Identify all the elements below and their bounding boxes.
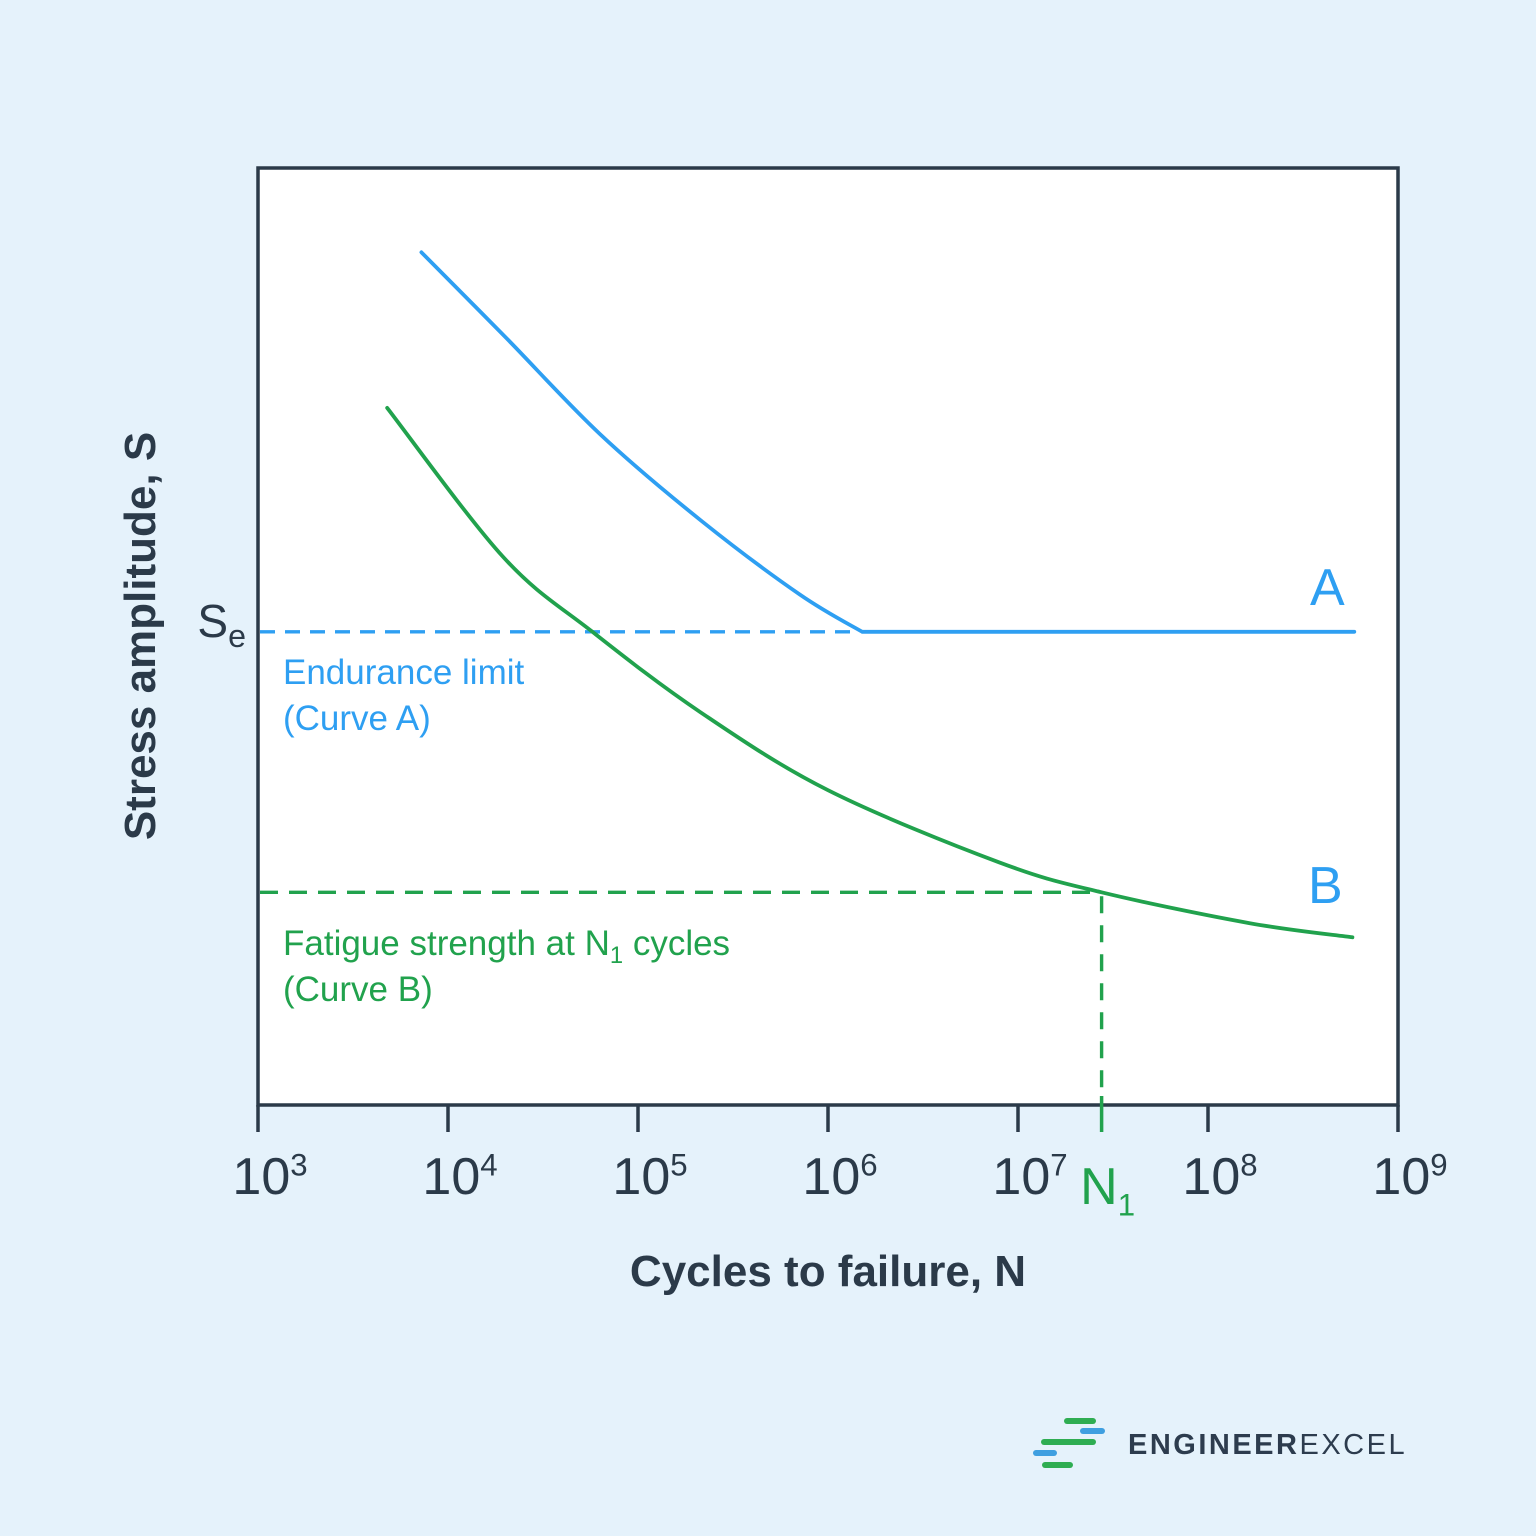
logo-bar-blue-2	[1033, 1450, 1057, 1456]
curve-a-label: A	[1310, 559, 1345, 617]
y-axis-title: Stress amplitude, S	[116, 431, 165, 841]
x-tick-label: 104	[422, 1147, 498, 1206]
n1-subscript: 1	[1117, 1187, 1136, 1223]
x-tick-label: 109	[1372, 1147, 1448, 1206]
logo-text-bold: ENGINEER	[1128, 1429, 1300, 1461]
se-base: S	[197, 595, 229, 647]
fatigue-strength-annotation: Fatigue strength at N1 cycles (Curve B)	[283, 921, 730, 1013]
logo-bar-blue-1	[1080, 1428, 1105, 1434]
fatigue-annotation-pre: Fatigue strength at N	[283, 924, 610, 963]
logo-bar-green-3	[1042, 1462, 1073, 1468]
plot-border	[256, 166, 1400, 1107]
x-tick-label: 103	[232, 1147, 308, 1206]
curve-b	[385, 406, 1355, 940]
x-tick-label: 105	[612, 1147, 688, 1206]
n1-tick-label: N1	[1080, 1158, 1135, 1220]
x-tick-label: 107	[992, 1147, 1068, 1206]
x-tick-label: 106	[802, 1147, 878, 1206]
curve-b-label: B	[1308, 857, 1343, 915]
endurance-limit-value-label: Se	[197, 595, 246, 652]
fatigue-annotation-line2: (Curve B)	[283, 970, 433, 1009]
fatigue-annotation-post: cycles	[623, 924, 731, 963]
curve-a	[419, 250, 1357, 634]
logo-text-light: EXCEL	[1299, 1429, 1408, 1461]
fatigue-annotation-subscript: 1	[609, 942, 624, 969]
logo-text: ENGINEEREXCEL	[1128, 1431, 1407, 1460]
x-tick-label: 108	[1182, 1147, 1258, 1206]
n1-base: N	[1080, 1158, 1118, 1216]
fatigue-annotation-line1: Fatigue strength at N1 cycles	[283, 921, 730, 967]
logo-bar-green-1	[1064, 1418, 1096, 1424]
logo-bar-green-2	[1041, 1439, 1096, 1445]
se-subscript: e	[228, 618, 246, 655]
endurance-annotation-line2: (Curve A)	[283, 699, 431, 738]
endurance-limit-annotation: Endurance limit (Curve A)	[283, 650, 524, 742]
endurance-annotation-line1: Endurance limit	[283, 653, 525, 692]
x-axis-title: Cycles to failure, N	[629, 1247, 1027, 1296]
